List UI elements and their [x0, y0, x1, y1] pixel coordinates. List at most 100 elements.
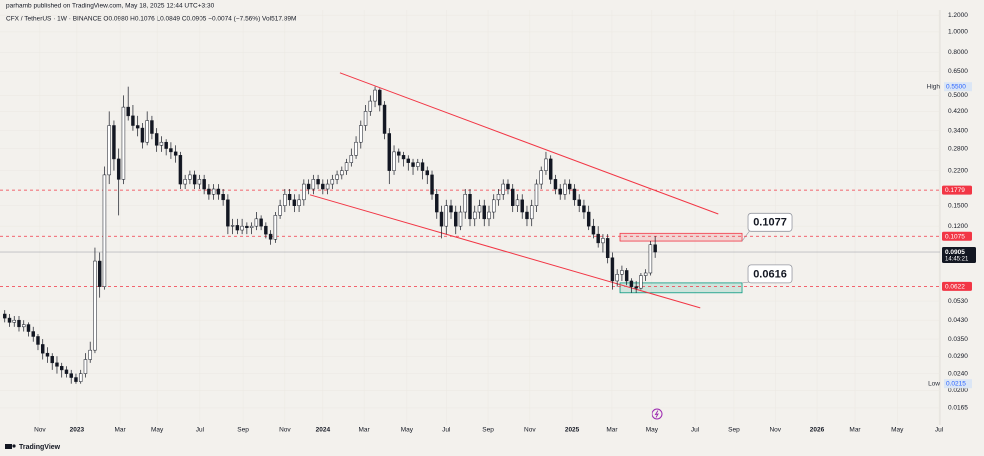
- candle-body: [249, 225, 254, 228]
- candle-body: [582, 205, 586, 213]
- zone: [619, 232, 743, 242]
- candle-body: [64, 369, 69, 374]
- candle-body: [439, 211, 444, 227]
- x-tick-label: Jul: [935, 427, 944, 434]
- y-tick-label: 0.4200: [948, 108, 968, 115]
- y-tick-label: 0.0165: [948, 405, 968, 412]
- y-tick-label: 1.2000: [948, 12, 968, 19]
- x-tick-label: Mar: [849, 427, 861, 434]
- candle-body: [211, 188, 216, 195]
- candle-body: [12, 319, 16, 323]
- candle-body: [45, 352, 50, 357]
- callout-box: [747, 212, 793, 232]
- candle-body: [591, 225, 596, 235]
- candle-body: [321, 183, 325, 190]
- candle-body: [468, 194, 472, 220]
- candle-body: [553, 179, 558, 190]
- candle-body: [629, 280, 634, 287]
- candle-body: [292, 199, 297, 206]
- candle-body: [121, 106, 126, 180]
- x-tick-label: Mar: [115, 427, 127, 434]
- candle-body: [97, 260, 102, 287]
- last-price-box: [942, 247, 976, 264]
- candle-body: [3, 313, 7, 319]
- candle-body: [183, 179, 187, 185]
- candle-body: [297, 199, 301, 206]
- candle-body: [586, 211, 591, 227]
- candle-body: [520, 199, 524, 213]
- x-tick-label: May: [891, 427, 904, 434]
- low-box: [944, 379, 972, 389]
- x-tick-label: Nov: [279, 427, 291, 434]
- candle-body: [50, 356, 54, 364]
- x-tick-label: Mar: [606, 427, 618, 434]
- candle-body: [501, 183, 505, 195]
- y-tick-label: 0.0350: [948, 336, 968, 343]
- x-tick-label: Jul: [442, 427, 451, 434]
- candle-body: [22, 324, 26, 328]
- brand-logo: [5, 444, 16, 449]
- candle-body: [596, 233, 600, 244]
- brand: TradingView: [19, 444, 61, 451]
- y-tick-label: 0.6500: [948, 68, 968, 75]
- candle-body: [159, 141, 164, 146]
- callout-connector: [741, 230, 751, 242]
- candle-body: [126, 106, 130, 117]
- y-tick-label: 0.8000: [948, 49, 968, 56]
- candle-body: [150, 120, 154, 134]
- candle-body: [41, 344, 45, 354]
- level-label: 0.1075: [945, 233, 965, 240]
- author-line: parhamb published on TradingView.com, Ma…: [6, 3, 215, 10]
- x-tick-label: 2026: [810, 427, 825, 434]
- candle-body: [230, 225, 235, 227]
- y-tick-label: 0.1200: [948, 223, 968, 230]
- candle-body: [401, 155, 406, 160]
- candle-body: [78, 373, 83, 382]
- candle-body: [639, 275, 643, 289]
- candle-body: [359, 125, 363, 143]
- candle-body: [648, 244, 653, 274]
- candle-body: [610, 257, 615, 282]
- candle-body: [17, 319, 21, 328]
- candle-body: [83, 359, 88, 374]
- candle-body: [492, 199, 496, 213]
- candle-body: [335, 174, 339, 180]
- candle-body: [482, 205, 486, 220]
- callout-text: 0.0616: [753, 268, 787, 280]
- candle-body: [354, 141, 358, 156]
- candle-body: [373, 89, 377, 102]
- candle-body: [454, 211, 458, 227]
- candle-body: [192, 174, 197, 185]
- x-tick-label: Mar: [359, 427, 371, 434]
- candle-body: [430, 174, 434, 195]
- candle-body: [363, 111, 368, 126]
- candle-body: [273, 215, 278, 240]
- candle-body: [264, 225, 268, 235]
- candle-body: [534, 183, 539, 206]
- candle-body: [140, 127, 145, 143]
- trendline: [309, 194, 701, 309]
- candle-body: [563, 183, 567, 195]
- candle-body: [226, 199, 230, 227]
- candle-body: [601, 238, 605, 244]
- candle-body: [55, 362, 59, 367]
- candle-body: [368, 100, 373, 112]
- x-tick-label: Sep: [728, 427, 740, 434]
- candle-body: [653, 244, 657, 253]
- candle-body: [449, 205, 453, 213]
- high-tag: High: [927, 83, 941, 90]
- candle-body: [26, 324, 31, 332]
- candle-body: [325, 183, 330, 190]
- countdown: 14:45:21: [945, 257, 969, 263]
- candle-body: [102, 174, 107, 287]
- candle-body: [615, 274, 619, 282]
- candle-body: [36, 336, 40, 345]
- candle-body: [169, 148, 173, 153]
- level-label: 0.1779: [945, 187, 965, 194]
- candle-body: [268, 233, 273, 240]
- y-tick-label: 0.2200: [948, 167, 968, 174]
- candle-body: [411, 162, 415, 167]
- candle-body: [235, 225, 240, 231]
